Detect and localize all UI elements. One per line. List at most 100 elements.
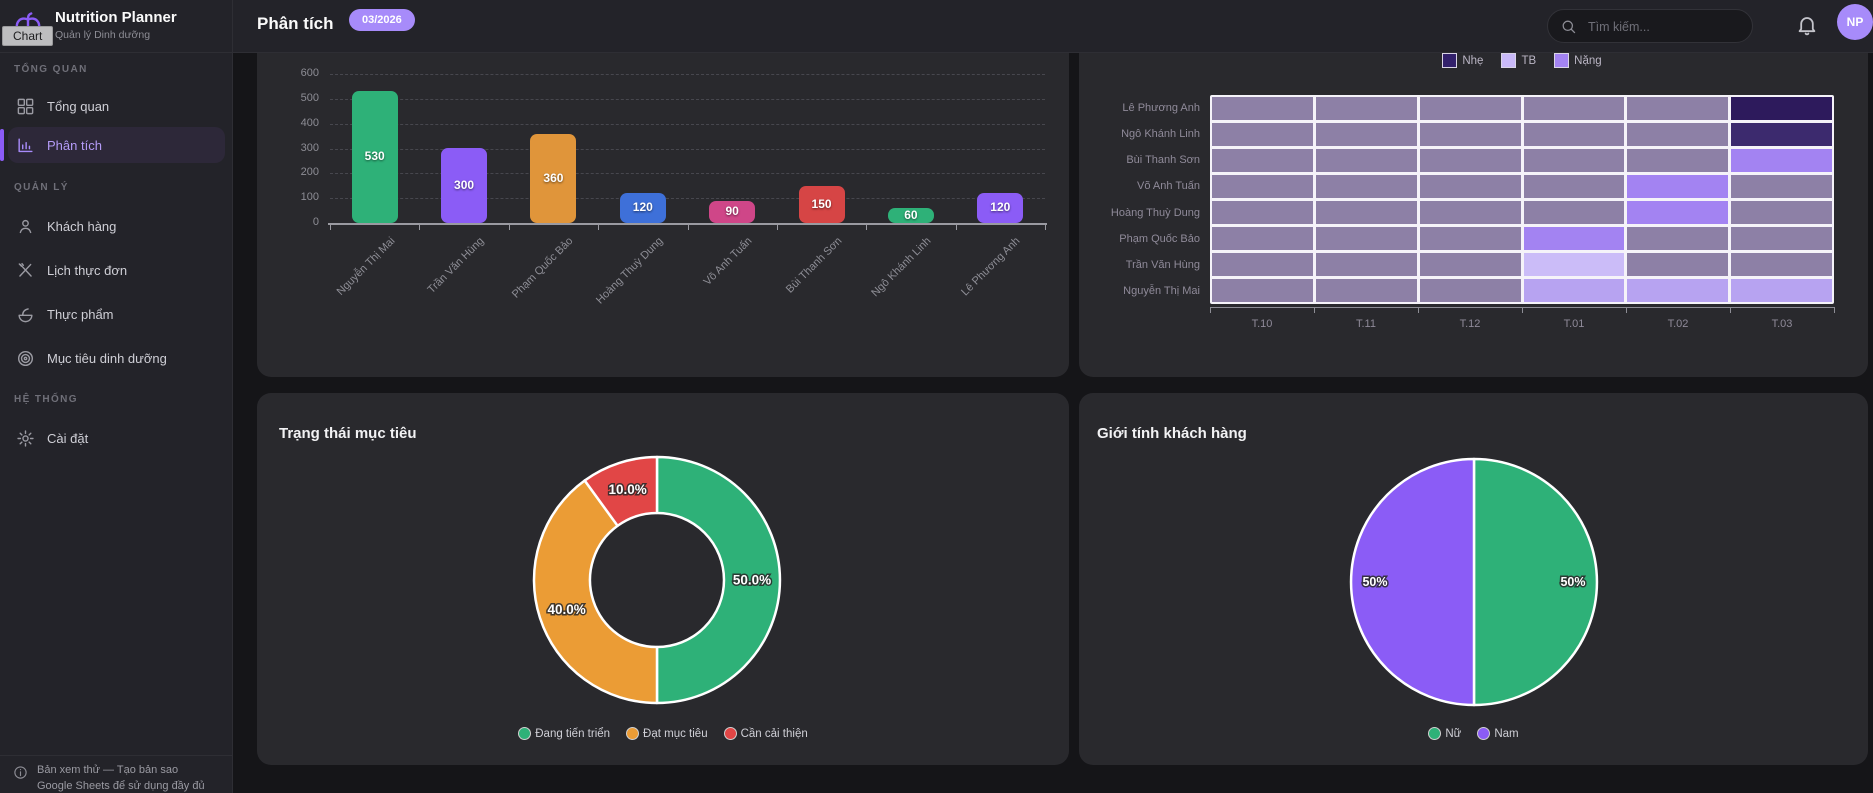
heatmap-cell[interactable]: [1212, 253, 1313, 276]
footer-note-line2: Google Sheets để sử dụng đầy đủ: [37, 780, 205, 792]
heatmap-cell[interactable]: [1523, 253, 1625, 276]
heatmap-cell[interactable]: [1315, 227, 1417, 250]
gridline: [330, 173, 1045, 175]
heatmap-cell[interactable]: [1731, 175, 1832, 198]
heatmap-cell[interactable]: [1627, 279, 1729, 302]
sidebar-item-grid[interactable]: Tổng quan: [8, 88, 225, 124]
heatmap-cell[interactable]: [1731, 97, 1832, 120]
legend-label: Nữ: [1445, 727, 1462, 740]
axis-tick: [1210, 307, 1211, 313]
heatmap-cell[interactable]: [1627, 227, 1729, 250]
axis-tick: [1626, 307, 1627, 313]
search-box[interactable]: [1547, 9, 1753, 43]
bar[interactable]: [798, 186, 845, 223]
pie-slice[interactable]: [1349, 457, 1476, 707]
slice-percentage-label: 40.0%: [547, 602, 585, 617]
heatmap-cell[interactable]: [1523, 123, 1625, 146]
heatmap-cell[interactable]: [1523, 97, 1625, 120]
heatmap-cell[interactable]: [1315, 123, 1417, 146]
heatmap-cell[interactable]: [1627, 253, 1729, 276]
heatmap-cell[interactable]: [1731, 149, 1832, 172]
heatmap-cell[interactable]: [1212, 227, 1313, 250]
bar-value-label: 300: [454, 178, 475, 192]
pie-slice[interactable]: [1472, 457, 1599, 707]
utensils-icon: [16, 261, 35, 280]
sidebar-item-target[interactable]: Mục tiêu dinh dưỡng: [8, 340, 225, 376]
heatmap-cell[interactable]: [1731, 201, 1832, 224]
page-title: Phân tích: [257, 14, 334, 33]
slice-percentage-label: 50%: [1362, 575, 1387, 589]
heatmap-cell[interactable]: [1315, 253, 1417, 276]
bar[interactable]: [977, 193, 1024, 223]
heatmap-cell[interactable]: [1627, 97, 1729, 120]
heatmap-cell[interactable]: [1731, 253, 1832, 276]
heatmap-cell[interactable]: [1731, 227, 1832, 250]
heatmap-cell[interactable]: [1419, 227, 1521, 250]
heatmap-cell[interactable]: [1212, 201, 1313, 224]
heatmap-cell[interactable]: [1212, 149, 1313, 172]
heatmap-cell[interactable]: [1731, 123, 1832, 146]
heatmap-cell[interactable]: [1419, 175, 1521, 198]
heatmap-cell[interactable]: [1212, 123, 1313, 146]
heatmap-cell[interactable]: [1523, 201, 1625, 224]
heatmap-cell[interactable]: [1523, 175, 1625, 198]
heatmap-cell[interactable]: [1212, 97, 1313, 120]
gridline: [330, 148, 1045, 150]
heatmap-cell[interactable]: [1627, 201, 1729, 224]
month-badge: 03/2026: [349, 9, 415, 31]
heatmap-cell[interactable]: [1523, 149, 1625, 172]
goal-status-title: Trạng thái mục tiêu: [279, 425, 417, 442]
sidebar-item-bar-chart[interactable]: Phân tích: [8, 127, 225, 163]
sidebar-item-person[interactable]: Khách hàng: [8, 208, 225, 244]
bar[interactable]: [619, 193, 666, 223]
heatmap-cell[interactable]: [1419, 97, 1521, 120]
bar[interactable]: [530, 134, 577, 223]
bar[interactable]: [887, 208, 934, 223]
heatmap-row-label: Ngô Khánh Linh: [1121, 128, 1200, 140]
sidebar-item-gear[interactable]: Cài đặt: [8, 420, 225, 456]
heatmap-cell[interactable]: [1315, 279, 1417, 302]
avatar[interactable]: NP: [1837, 4, 1873, 40]
heatmap-cell[interactable]: [1315, 201, 1417, 224]
donut-slice[interactable]: [532, 479, 659, 705]
axis-tick: [1418, 307, 1419, 313]
bar[interactable]: [351, 91, 398, 223]
heatmap-cell[interactable]: [1419, 279, 1521, 302]
gender-pie-card: Giới tính khách hàng 50% 50% Nữ Nam: [1079, 393, 1868, 765]
y-axis-tick-label: 100: [300, 191, 319, 204]
heatmap-cell[interactable]: [1627, 123, 1729, 146]
heatmap-cell[interactable]: [1419, 201, 1521, 224]
slice-percentage-label: 50%: [1560, 575, 1585, 589]
heatmap-cell[interactable]: [1731, 279, 1832, 302]
bar-value-label: 150: [811, 197, 832, 211]
heatmap-cell[interactable]: [1315, 97, 1417, 120]
heatmap-cell[interactable]: [1315, 175, 1417, 198]
donut-slice[interactable]: [655, 455, 782, 705]
legend-label: Đạt mục tiêu: [643, 727, 708, 740]
sidebar-section-label: TỔNG QUAN: [14, 64, 88, 75]
sidebar-item-salad[interactable]: Thực phẩm: [8, 296, 225, 332]
sidebar-item-utensils[interactable]: Lịch thực đơn: [8, 252, 225, 288]
heatmap-cell[interactable]: [1523, 279, 1625, 302]
heatmap-cell[interactable]: [1523, 227, 1625, 250]
heatmap-cell[interactable]: [1627, 149, 1729, 172]
heatmap-cell[interactable]: [1627, 175, 1729, 198]
heatmap-cell[interactable]: [1419, 123, 1521, 146]
y-axis-tick-label: 400: [300, 116, 319, 129]
app-title: Nutrition Planner: [55, 9, 177, 26]
bell-icon[interactable]: [1795, 13, 1819, 37]
heatmap-column-label: T.12: [1459, 318, 1481, 330]
bar[interactable]: [709, 201, 756, 223]
donut-slice[interactable]: [583, 455, 659, 528]
y-axis-tick-label: 600: [300, 67, 319, 79]
heatmap-cell[interactable]: [1419, 149, 1521, 172]
heatmap-cell[interactable]: [1212, 279, 1313, 302]
bar[interactable]: [441, 148, 488, 223]
axis-tick: [508, 225, 510, 230]
heatmap-cell[interactable]: [1212, 175, 1313, 198]
heatmap-cell[interactable]: [1315, 149, 1417, 172]
heatmap-cell[interactable]: [1419, 253, 1521, 276]
y-axis-tick-label: 200: [300, 166, 319, 179]
search-input[interactable]: [1586, 14, 1740, 40]
